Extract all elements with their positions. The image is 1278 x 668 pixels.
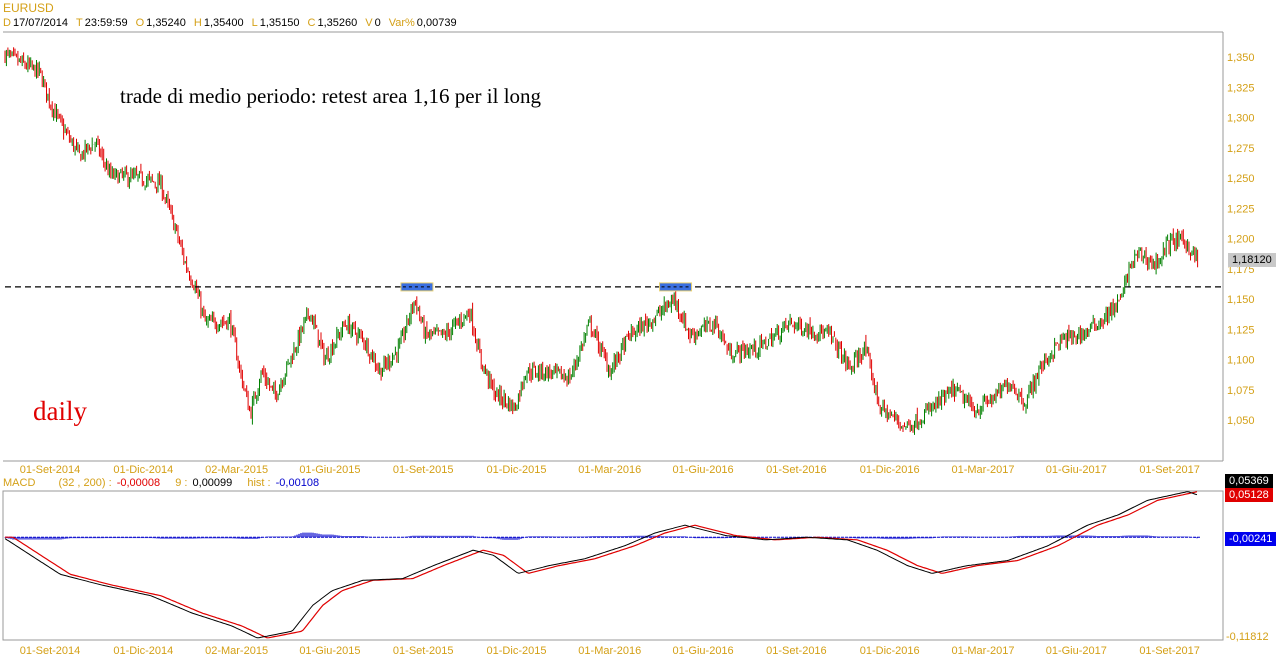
- price-tick-label: 1,325: [1227, 82, 1255, 94]
- macd-top-label: 0,05369: [1225, 474, 1273, 488]
- field-value: 23:59:59: [84, 17, 128, 29]
- hist-label: hist :: [247, 477, 271, 489]
- date-tick-label: 01-Giu-2015: [299, 464, 360, 476]
- field-key: O: [135, 17, 145, 29]
- macd-date-tick-label: 01-Giu-2017: [1046, 645, 1107, 657]
- field-value: 1,35400: [203, 17, 244, 29]
- field-value: 0: [374, 17, 381, 29]
- date-tick-label: 01-Giu-2016: [673, 464, 734, 476]
- macd-readout: MACD (32 , 200) : -0,00008 9 : 0,00099 h…: [3, 477, 321, 489]
- last-price-label: 1,18120: [1228, 253, 1276, 267]
- price-tick-label: 1,300: [1227, 113, 1255, 125]
- price-tick-label: 1,250: [1227, 173, 1255, 185]
- field-key: V: [365, 17, 373, 29]
- macd-date-tick-label: 01-Set-2017: [1139, 645, 1200, 657]
- hist-last-label: -0,00241: [1225, 532, 1277, 546]
- field-value: 17/07/2014: [12, 17, 69, 29]
- date-tick-label: 01-Set-2017: [1139, 464, 1200, 476]
- annotation-note: trade di medio periodo: retest area 1,16…: [120, 84, 542, 108]
- macd-date-tick-label: 01-Set-2015: [393, 645, 454, 657]
- macd-last-label: 0,05128: [1225, 488, 1273, 502]
- date-tick-label: 01-Set-2016: [766, 464, 827, 476]
- macd-title: MACD: [3, 477, 36, 489]
- price-tick-label: 1,125: [1227, 324, 1255, 336]
- date-tick-label: 01-Mar-2017: [952, 464, 1015, 476]
- ohlc-readout: D 17/07/2014 T 23:59:59 O 1,35240 H 1,35400 L 1,3…: [3, 17, 465, 29]
- symbol-title: EURUSD: [3, 1, 54, 15]
- date-tick-label: 01-Dic-2015: [487, 464, 547, 476]
- macd-panel-border: [2, 490, 1224, 641]
- macd-date-tick-label: 01-Mar-2017: [952, 645, 1015, 657]
- field-value: 1,35150: [259, 17, 300, 29]
- field-key: T: [76, 17, 83, 29]
- field-key: L: [251, 17, 258, 29]
- field-key: Var%: [388, 17, 415, 29]
- date-tick-label: 02-Mar-2015: [205, 464, 268, 476]
- field-key: D: [3, 17, 11, 29]
- field-key: C: [307, 17, 316, 29]
- price-tick-label: 1,100: [1227, 355, 1255, 367]
- macd-date-tick-label: 01-Dic-2014: [113, 645, 173, 657]
- price-tick-label: 1,075: [1227, 385, 1255, 397]
- macd-date-tick-label: 01-Dic-2016: [860, 645, 920, 657]
- macd-bottom-label: -0,11812: [1226, 631, 1269, 643]
- date-tick-label: 01-Mar-2016: [578, 464, 641, 476]
- chart-frames: [2, 31, 1224, 641]
- signal-label: 9 :: [175, 477, 188, 489]
- date-tick-label: 01-Set-2015: [393, 464, 454, 476]
- timeframe-label: daily: [33, 396, 87, 426]
- field-key: H: [193, 17, 202, 29]
- macd-date-tick-label: 01-Giu-2016: [673, 645, 734, 657]
- signal-line: [5, 491, 1198, 639]
- macd-date-tick-label: 01-Mar-2016: [578, 645, 641, 657]
- macd-date-tick-label: 01-Giu-2015: [299, 645, 360, 657]
- macd-line: [4, 491, 1198, 639]
- macd-date-tick-label: 01-Dic-2015: [487, 645, 547, 657]
- candles: [4, 47, 1199, 435]
- signal-value: 0,00099: [192, 477, 233, 489]
- macd-date-tick-label: 01-Set-2016: [766, 645, 827, 657]
- field-value: 0,00739: [416, 17, 457, 29]
- date-tick-label: 01-Giu-2017: [1046, 464, 1107, 476]
- price-tick-label: 1,225: [1227, 203, 1255, 215]
- annotations: [5, 282, 1222, 292]
- macd-plot: [4, 491, 1200, 639]
- hist-value: -0,00108: [275, 477, 320, 489]
- macd-date-tick-label: 01-Set-2014: [20, 645, 81, 657]
- price-tick-label: 1,275: [1227, 143, 1255, 155]
- field-value: 1,35240: [146, 17, 186, 29]
- price-tick-label: 1,350: [1227, 52, 1255, 64]
- axes: 1,3501,3251,3001,2751,2501,2251,2001,175…: [20, 52, 1255, 657]
- price-tick-label: 1,150: [1227, 294, 1255, 306]
- date-tick-label: 01-Dic-2016: [860, 464, 920, 476]
- price-tick-label: 1,200: [1227, 234, 1255, 246]
- date-tick-label: 01-Dic-2014: [113, 464, 173, 476]
- macd-value: -0,00008: [116, 477, 161, 489]
- field-value: 1,35260: [317, 17, 358, 29]
- macd-params: (32 , 200) :: [58, 477, 112, 489]
- date-tick-label: 01-Set-2014: [20, 464, 81, 476]
- macd-date-tick-label: 02-Mar-2015: [205, 645, 268, 657]
- price-tick-label: 1,050: [1227, 415, 1255, 427]
